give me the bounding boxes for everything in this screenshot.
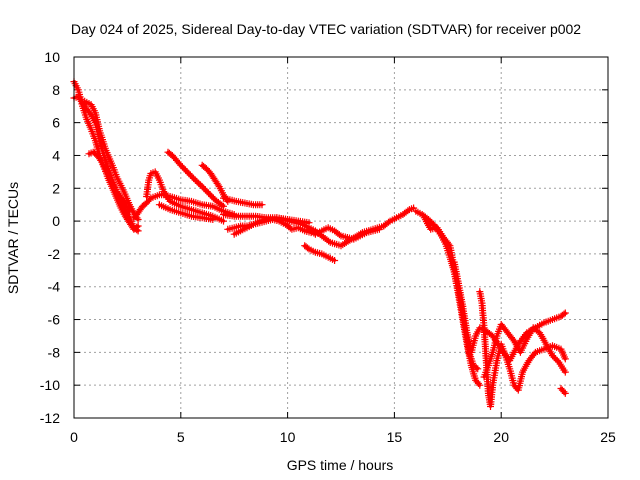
x-tick-label: 5 [177,429,185,445]
data-point-marker [220,217,227,225]
x-axis-label: GPS time / hours [287,457,394,473]
data-point-marker [191,176,199,184]
x-tick-label: 15 [387,429,403,445]
data-point-marker [549,352,556,360]
series-arc-3 [81,97,142,223]
x-tick-label: 20 [493,429,509,445]
y-tick-label: 10 [44,49,60,65]
data-point-marker [335,231,343,239]
data-point-marker [258,201,266,209]
data-point-marker [553,357,561,365]
data-point-marker [220,202,227,210]
series-arc-10 [220,194,266,209]
y-tick-label: -4 [48,279,61,295]
series-arc-13 [220,211,313,227]
data-point-marker [178,163,186,171]
y-tick-label: -2 [48,246,61,262]
data-point-marker [325,237,333,245]
data-point-marker [97,156,105,164]
y-tick-label: -6 [48,312,61,328]
series-arc-6 [143,168,227,225]
data-point-marker [375,225,383,233]
series-trace [559,387,567,395]
data-point-marker [208,193,216,200]
data-point-marker [445,240,453,248]
series-arc-16 [301,242,339,264]
data-point-marker [203,188,211,196]
series-arc-17 [380,204,418,230]
data-point-marker [177,161,185,169]
data-point-marker [200,184,208,192]
y-tick-label: -12 [40,410,60,426]
series-arc-4 [85,148,133,215]
data-point-marker [185,170,193,177]
data-point-marker [182,166,190,174]
data-point-marker [190,174,198,182]
data-point-marker [561,368,569,376]
series-arc-23 [557,385,569,397]
series-arc-15 [305,224,383,243]
data-point-marker [509,335,517,343]
data-point-marker [404,207,412,215]
data-point-marker [331,257,339,264]
data-point-marker [175,160,183,168]
data-point-marker [205,189,213,197]
data-point-marker [472,364,480,372]
data-point-marker [561,355,569,363]
y-tick-label: 8 [52,82,60,98]
chart-title: Day 024 of 2025, Sidereal Day-to-day VTE… [71,21,581,37]
x-tick-label: 0 [70,429,78,445]
data-point-marker [561,309,569,317]
series-arc-7 [164,148,227,210]
series-arc-22 [480,321,569,381]
data-point-marker [209,216,217,223]
data-point-marker [476,381,484,389]
y-tick-label: 0 [52,213,60,229]
data-point-marker [214,181,222,189]
data-point-marker [186,171,194,179]
plot-frame [73,56,609,419]
data-point-marker [561,389,569,397]
data-point-marker [474,365,482,373]
data-point-marker [560,388,568,396]
data-point-marker [304,244,311,252]
data-point-marker [133,226,141,234]
x-tick-label: 25 [600,429,616,445]
data-point-marker [550,353,558,361]
data-point-marker [198,183,206,191]
y-tick-label: 4 [52,147,60,163]
data-point-marker [209,194,217,202]
data-point-marker [474,380,482,387]
series-arc-9 [155,201,217,223]
data-point-marker [197,181,204,189]
data-point-marker [125,212,132,220]
y-axis-label: SDTVAR / TECUs [5,182,21,294]
x-tick-label: 10 [280,429,296,445]
data-point-marker [201,186,209,194]
data-point-marker [134,227,142,235]
data-point-marker [552,355,560,363]
data-point-marker [183,168,191,176]
data-point-marker [206,191,214,199]
data-point-marker [193,178,201,186]
y-tick-label: 6 [52,115,60,131]
data-point-marker [218,201,226,209]
data-point-marker [180,165,188,173]
y-tick-label: -10 [40,377,60,393]
data-point-marker [560,310,568,318]
y-tick-label: 2 [52,180,60,196]
data-point-marker [126,207,133,215]
plot-area [70,78,569,410]
data-point-marker [188,173,196,181]
y-tick-label: -8 [48,344,61,360]
data-point-marker [385,218,392,226]
